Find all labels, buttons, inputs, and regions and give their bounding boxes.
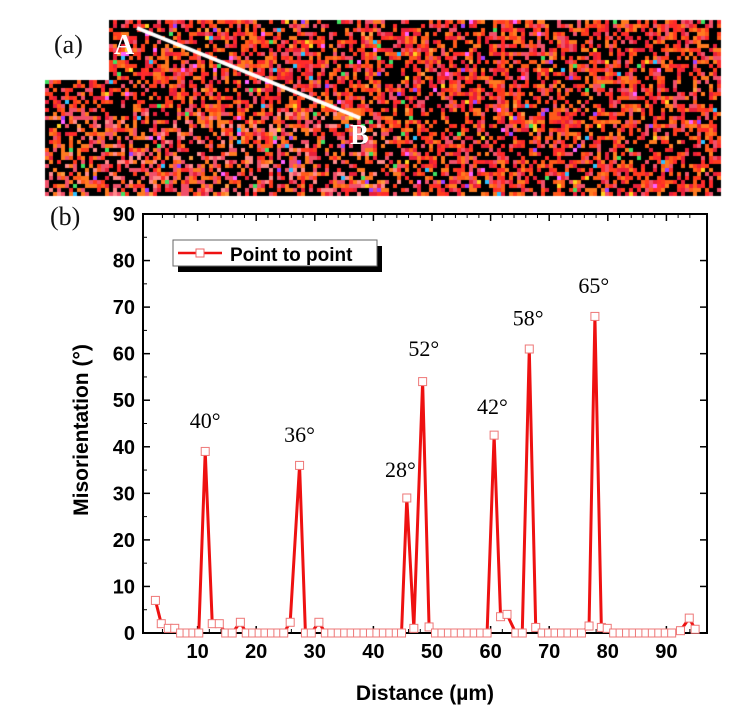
data-point (524, 344, 534, 354)
data-point (690, 624, 700, 634)
x-tick-label: 60 (479, 641, 501, 663)
y-tick-label: 40 (113, 437, 135, 459)
legend-label: Point to point (230, 245, 353, 266)
x-tick-label: 30 (304, 641, 326, 663)
data-point (235, 617, 245, 627)
data-point (576, 628, 586, 638)
y-tick-label: 0 (124, 623, 135, 645)
data-point (584, 621, 594, 631)
data-point (279, 628, 289, 638)
point-a-label: A (114, 30, 135, 61)
data-point (402, 493, 412, 503)
panel-b-label: (b) (50, 202, 81, 231)
ebsd-orientation-map (0, 0, 738, 200)
x-tick-label: 50 (421, 641, 443, 663)
y-tick-label: 10 (113, 576, 135, 598)
data-point (314, 617, 324, 627)
legend-marker (195, 248, 205, 258)
data-point (170, 623, 180, 633)
data-point (295, 460, 305, 470)
point-b-label: B (350, 120, 369, 151)
peak-annotation: 65° (578, 273, 609, 298)
data-point (227, 628, 237, 638)
data-point (200, 446, 210, 456)
data-point (194, 628, 204, 638)
x-tick-label: 70 (538, 641, 560, 663)
data-point (409, 623, 419, 633)
data-point (424, 622, 434, 632)
x-tick-label: 40 (362, 641, 384, 663)
peak-annotation: 52° (408, 336, 439, 361)
data-point (214, 619, 224, 629)
data-point (285, 617, 295, 627)
x-tick-label: 10 (186, 641, 208, 663)
data-point (482, 628, 492, 638)
data-point (590, 311, 600, 321)
data-point (150, 595, 160, 605)
data-point (602, 623, 612, 633)
series-line (153, 314, 697, 635)
data-point (531, 622, 541, 632)
data-point (397, 628, 407, 638)
y-tick-label: 20 (113, 530, 135, 552)
data-point (667, 628, 677, 638)
data-point (156, 619, 166, 629)
y-tick-label: 90 (113, 204, 135, 226)
data-point (684, 613, 694, 623)
y-tick-label: 50 (113, 390, 135, 412)
panel-a-label: (a) (54, 30, 83, 59)
data-point (675, 626, 685, 636)
peak-annotation: 40° (190, 408, 221, 433)
x-tick-label: 80 (597, 641, 619, 663)
x-tick-label: 20 (245, 641, 267, 663)
peak-annotation: 58° (513, 306, 544, 331)
data-point (489, 430, 499, 440)
y-axis-title: Misorientation (°) (70, 344, 93, 516)
peak-annotation: 36° (284, 422, 315, 447)
data-point (418, 377, 428, 387)
data-point (517, 628, 527, 638)
peak-annotation: 42° (477, 394, 508, 419)
data-point (502, 609, 512, 619)
y-tick-label: 80 (113, 251, 135, 273)
legend-box (172, 239, 378, 267)
y-tick-label: 60 (113, 344, 135, 366)
y-tick-label: 70 (113, 297, 135, 319)
y-tick-label: 30 (113, 483, 135, 505)
x-axis-title: Distance (µm) (356, 682, 494, 705)
x-tick-label: 90 (655, 641, 677, 663)
legend: Point to point (172, 239, 382, 272)
data-point (306, 628, 316, 638)
peak-annotation: 28° (385, 457, 416, 482)
